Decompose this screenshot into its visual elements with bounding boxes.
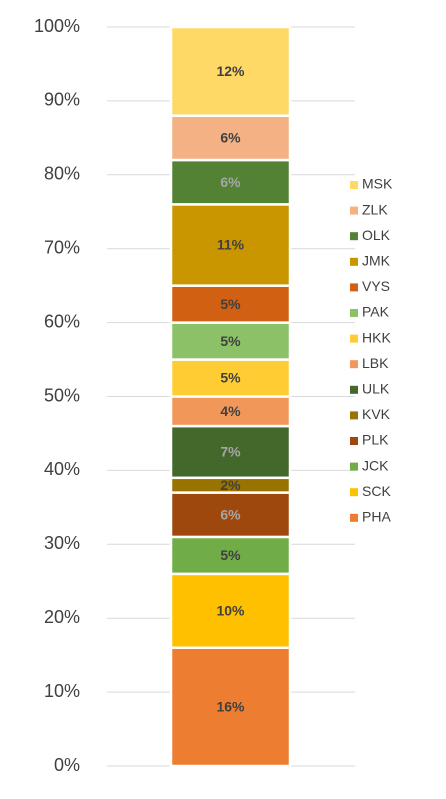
data-label: 5% (220, 547, 241, 563)
y-tick-label: 30% (44, 533, 80, 553)
legend-marker (350, 513, 358, 522)
data-label: 6% (220, 174, 241, 190)
legend-label: JCK (362, 457, 389, 473)
legend-label: PAK (362, 304, 390, 320)
legend-label: MSK (362, 176, 393, 192)
bar-segment (169, 203, 292, 287)
legend-label: ZLK (362, 201, 388, 217)
bar-segment (169, 491, 292, 539)
data-label: 7% (220, 444, 241, 460)
legend-label: HKK (362, 329, 391, 345)
legend-label: PLK (362, 432, 389, 448)
bar-segment (169, 395, 292, 428)
y-tick-label: 10% (44, 681, 80, 701)
legend-label: SCK (362, 483, 391, 499)
data-label: 10% (216, 603, 245, 619)
data-label: 5% (220, 333, 241, 349)
y-tick-label: 20% (44, 607, 80, 627)
y-tick-label: 0% (54, 755, 80, 775)
data-label: 6% (220, 130, 241, 146)
legend-marker (350, 257, 358, 266)
legend-label: OLK (362, 227, 391, 243)
y-tick-label: 100% (34, 16, 80, 36)
legend-marker (350, 334, 358, 343)
bar-segment (169, 321, 292, 361)
y-tick-label: 50% (44, 385, 80, 405)
legend-marker (350, 360, 358, 369)
y-tick-label: 60% (44, 311, 80, 331)
data-label: 12% (216, 63, 245, 79)
data-label: 11% (217, 237, 245, 253)
data-label: 16% (216, 699, 245, 715)
bar-segment (169, 424, 292, 480)
y-tick-label: 80% (44, 164, 80, 184)
legend-marker (350, 181, 358, 189)
legend-marker (350, 232, 358, 241)
bar-segment (169, 358, 292, 398)
bar-segment (169, 25, 292, 117)
legend-marker (350, 206, 358, 215)
legend-marker (350, 462, 358, 471)
legend-label: LBK (362, 355, 389, 371)
data-label: 5% (220, 370, 241, 386)
y-tick-label: 70% (44, 237, 80, 257)
data-label: 4% (220, 403, 241, 419)
legend-marker (350, 488, 358, 497)
legend-marker (350, 283, 358, 292)
bar-segment (169, 572, 292, 650)
legend-marker (350, 309, 358, 317)
data-label: 6% (220, 506, 241, 522)
legend-marker (350, 385, 358, 394)
legend-label: ULK (362, 381, 390, 397)
legend-marker (350, 437, 358, 445)
y-tick-label: 40% (44, 459, 80, 479)
bar-segment (169, 114, 292, 162)
y-tick-label: 90% (44, 90, 80, 110)
bar-segment (169, 535, 292, 576)
legend-label: JMK (362, 253, 391, 269)
data-label: 5% (220, 296, 241, 312)
legend-label: VYS (362, 278, 390, 294)
legend-label: KVK (362, 406, 391, 422)
data-label: 2% (220, 477, 241, 493)
legend-marker (350, 411, 358, 420)
bar-segment (169, 284, 292, 324)
legend-label: PHA (362, 509, 391, 525)
bar-segment (169, 646, 292, 768)
